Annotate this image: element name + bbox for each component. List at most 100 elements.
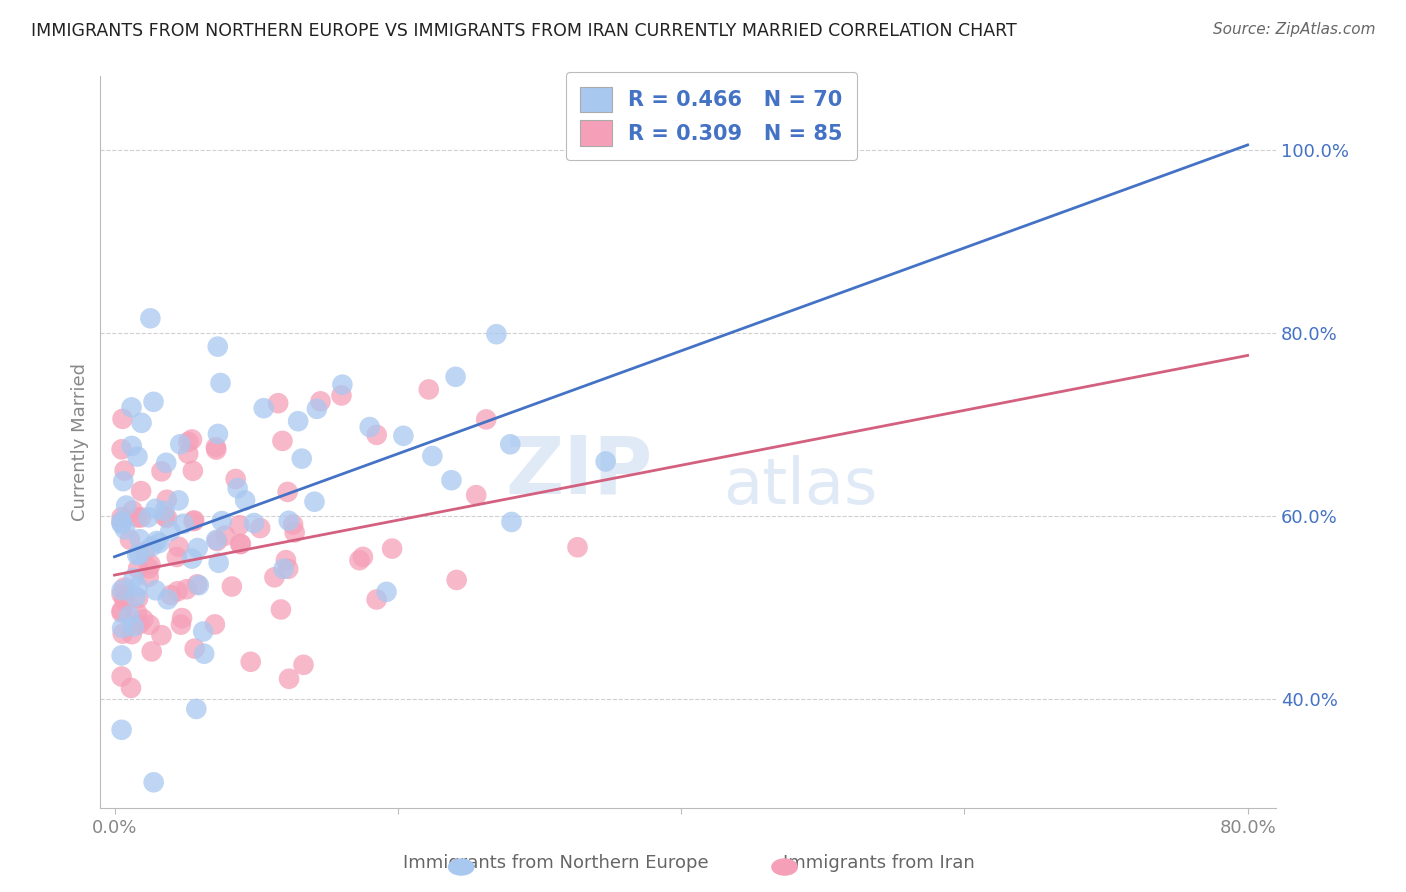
- Point: [153, 509, 176, 524]
- Point: [156, 492, 179, 507]
- Point: [156, 592, 179, 607]
- Point: [181, 464, 204, 478]
- Point: [125, 590, 148, 604]
- Point: [111, 412, 134, 426]
- Point: [110, 648, 132, 663]
- Point: [129, 510, 152, 524]
- Point: [207, 426, 229, 441]
- Point: [595, 454, 617, 468]
- Point: [166, 584, 188, 599]
- Point: [239, 655, 262, 669]
- Point: [110, 723, 132, 737]
- Point: [177, 447, 200, 461]
- Point: [127, 450, 149, 464]
- Point: [114, 593, 136, 607]
- Point: [110, 583, 132, 598]
- Point: [127, 606, 149, 620]
- Text: Source: ZipAtlas.com: Source: ZipAtlas.com: [1212, 22, 1375, 37]
- Y-axis label: Currently Married: Currently Married: [72, 363, 89, 521]
- Point: [169, 437, 191, 451]
- Point: [249, 521, 271, 535]
- Point: [173, 516, 195, 531]
- Point: [277, 514, 299, 528]
- Point: [501, 515, 523, 529]
- Point: [205, 440, 228, 454]
- Point: [138, 510, 160, 524]
- Point: [273, 562, 295, 576]
- Point: [120, 681, 142, 695]
- Point: [138, 617, 160, 632]
- Point: [186, 702, 208, 716]
- Point: [446, 573, 468, 587]
- Point: [208, 556, 231, 570]
- Point: [155, 456, 177, 470]
- Point: [205, 533, 228, 548]
- Point: [118, 533, 141, 547]
- Point: [177, 434, 200, 449]
- Text: ZIP: ZIP: [506, 433, 652, 510]
- Point: [204, 617, 226, 632]
- Point: [183, 514, 205, 528]
- Point: [309, 394, 332, 409]
- Point: [128, 548, 150, 562]
- Point: [305, 401, 328, 416]
- Point: [156, 511, 179, 525]
- Text: Immigrants from Northern Europe: Immigrants from Northern Europe: [402, 855, 709, 872]
- Point: [110, 516, 132, 531]
- Point: [110, 515, 132, 529]
- Point: [263, 570, 285, 584]
- Point: [205, 442, 228, 457]
- Point: [271, 434, 294, 448]
- Point: [465, 488, 488, 502]
- Point: [225, 472, 247, 486]
- Point: [440, 473, 463, 487]
- Point: [221, 580, 243, 594]
- Point: [172, 611, 194, 625]
- Point: [139, 311, 162, 326]
- Point: [253, 401, 276, 416]
- Point: [193, 624, 215, 639]
- Point: [114, 522, 136, 536]
- Text: atlas: atlas: [724, 455, 877, 517]
- Point: [132, 612, 155, 626]
- Point: [167, 493, 190, 508]
- Point: [183, 513, 205, 527]
- Point: [166, 549, 188, 564]
- Point: [111, 621, 134, 635]
- Point: [110, 669, 132, 683]
- Point: [485, 327, 508, 342]
- Point: [209, 376, 232, 390]
- Point: [128, 617, 150, 632]
- Point: [349, 553, 371, 567]
- Point: [267, 396, 290, 410]
- Point: [187, 541, 209, 555]
- Point: [291, 451, 314, 466]
- Point: [274, 553, 297, 567]
- Point: [181, 551, 204, 566]
- Point: [170, 617, 193, 632]
- Point: [128, 532, 150, 546]
- Point: [121, 503, 143, 517]
- Point: [228, 518, 250, 533]
- Point: [110, 604, 132, 618]
- Point: [187, 578, 209, 592]
- Point: [139, 558, 162, 572]
- Point: [229, 537, 252, 551]
- Point: [278, 672, 301, 686]
- Point: [176, 582, 198, 597]
- Point: [233, 493, 256, 508]
- Point: [138, 570, 160, 584]
- Point: [112, 474, 135, 488]
- Point: [110, 515, 132, 529]
- Point: [134, 544, 156, 558]
- Text: IMMIGRANTS FROM NORTHERN EUROPE VS IMMIGRANTS FROM IRAN CURRENTLY MARRIED CORREL: IMMIGRANTS FROM NORTHERN EUROPE VS IMMIG…: [31, 22, 1017, 40]
- Point: [110, 442, 132, 457]
- Point: [121, 439, 143, 453]
- Point: [110, 606, 132, 620]
- Point: [181, 433, 204, 447]
- Point: [186, 577, 208, 591]
- Point: [129, 484, 152, 499]
- Point: [121, 401, 143, 415]
- Point: [146, 533, 169, 548]
- Point: [418, 383, 440, 397]
